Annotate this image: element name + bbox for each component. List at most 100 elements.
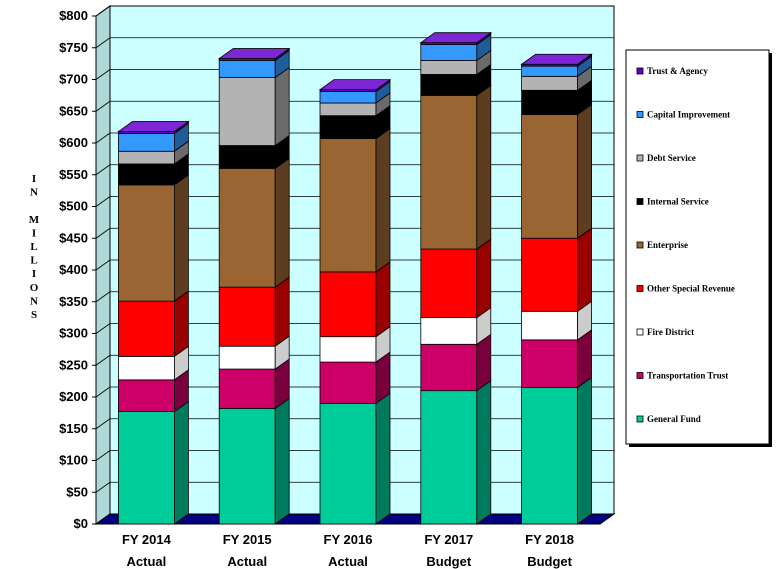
- bar-other-special-revenue-fy-2017-side: [476, 238, 492, 319]
- x-category-label: Actual: [227, 554, 267, 569]
- bar-general-fund-fy-2015: [218, 408, 276, 525]
- y-axis-label-letter: L: [30, 255, 37, 267]
- y-tick-label: $750: [59, 40, 88, 55]
- y-tick-label: $0: [74, 516, 88, 531]
- bar-general-fund-fy-2014: [118, 411, 175, 525]
- bar-general-fund-fy-2014-side: [173, 400, 189, 525]
- legend-capital-improvement-swatch: [636, 111, 644, 118]
- bar-enterprise-fy-2016-side: [375, 127, 391, 273]
- x-category-label: Budget: [426, 554, 471, 569]
- bar-other-special-revenue-fy-2018-side: [577, 227, 592, 313]
- y-axis-label-letter: L: [30, 241, 37, 253]
- bar-capital-improvement-fy-2018: [521, 65, 578, 77]
- legend-other-special-revenue-label: Other Special Revenue: [647, 284, 735, 294]
- bar-enterprise-fy-2017: [420, 94, 478, 250]
- y-tick-label: $650: [59, 103, 88, 118]
- y-tick-label: $450: [59, 230, 88, 245]
- bar-debt-service-fy-2015: [218, 77, 276, 146]
- gridline-side: [95, 354, 111, 366]
- bar-enterprise-fy-2018: [521, 114, 578, 239]
- bar-debt-service-fy-2014: [118, 150, 175, 165]
- legend-transportation-trust-label: Transportation Trust: [647, 371, 728, 381]
- bar-enterprise-fy-2016: [319, 138, 377, 273]
- bar-debt-service-fy-2016: [319, 102, 377, 117]
- bar-enterprise-fy-2014-side: [173, 174, 189, 302]
- bar-general-fund-fy-2017-side: [476, 379, 492, 525]
- y-tick-label: $200: [59, 389, 88, 404]
- gridline-side: [95, 132, 111, 144]
- bar-transportation-trust-fy-2017: [420, 343, 478, 392]
- gridline-side: [95, 481, 111, 493]
- bar-enterprise-fy-2015-side: [274, 157, 290, 288]
- legend-debt-service-swatch: [636, 154, 644, 162]
- bar-top-fy-2017: [419, 32, 493, 44]
- bar-capital-improvement-fy-2015: [218, 60, 276, 78]
- bar-internal-service-fy-2015: [218, 145, 276, 169]
- bar-internal-service-fy-2014: [118, 163, 175, 186]
- y-tick-label: $400: [59, 262, 88, 277]
- legend-transportation-trust-swatch: [636, 372, 644, 379]
- gridline-side: [95, 418, 111, 430]
- bar-fire-district-fy-2018: [521, 310, 578, 341]
- y-axis-label-letter: I: [32, 173, 36, 185]
- gridline-side: [95, 386, 111, 398]
- bar-other-special-revenue-fy-2018: [521, 237, 578, 312]
- x-category-label: FY 2014: [122, 532, 172, 547]
- bar-enterprise-fy-2014: [118, 184, 175, 302]
- bar-top-fy-2018: [520, 53, 593, 65]
- y-tick-label: $700: [59, 72, 88, 87]
- x-category-label: FY 2016: [324, 532, 373, 547]
- bar-other-special-revenue-fy-2016-side: [375, 261, 391, 338]
- bar-general-fund-fy-2016-side: [375, 392, 391, 525]
- legend-internal-service-label: Internal Service: [647, 197, 709, 207]
- gridline-side: [95, 164, 111, 176]
- bar-general-fund-fy-2018: [521, 387, 578, 525]
- y-axis-label-letter: N: [30, 187, 38, 199]
- bar-transportation-trust-fy-2018: [521, 339, 578, 388]
- legend-enterprise-label: Enterprise: [647, 240, 688, 250]
- gridline-side: [95, 37, 111, 49]
- y-tick-label: $250: [59, 357, 88, 372]
- bar-top-fy-2015: [217, 48, 291, 59]
- y-tick-label: $800: [59, 8, 88, 23]
- bar-enterprise-fy-2017-side: [476, 84, 492, 250]
- legend-fire-district-swatch: [636, 328, 644, 336]
- legend-general-fund-label: General Fund: [647, 414, 701, 424]
- gridline-side: [95, 5, 111, 17]
- bar-other-special-revenue-fy-2014-side: [173, 290, 189, 358]
- bar-transportation-trust-fy-2015: [218, 368, 276, 409]
- gridline-side: [95, 291, 111, 303]
- legend-fire-district-label: Fire District: [647, 327, 694, 337]
- bar-enterprise-fy-2018-side: [577, 103, 592, 240]
- bar-general-fund-fy-2018-side: [577, 376, 592, 525]
- bar-fire-district-fy-2017: [420, 317, 478, 345]
- x-category-label: Actual: [328, 554, 368, 569]
- bar-top-fy-2014: [117, 121, 190, 132]
- gridline-side: [95, 196, 111, 207]
- y-axis-label-letter: S: [31, 309, 37, 321]
- bar-debt-service-fy-2015-side: [274, 66, 290, 147]
- legend-other-special-revenue-swatch: [636, 285, 644, 292]
- bar-capital-improvement-fy-2016: [319, 91, 377, 104]
- gridline-side: [95, 100, 111, 112]
- legend-enterprise-swatch: [636, 241, 644, 249]
- y-axis-label-letter: I: [32, 227, 36, 239]
- y-tick-label: $350: [59, 294, 88, 309]
- bar-other-special-revenue-fy-2017: [420, 248, 478, 319]
- x-category-label: FY 2015: [223, 532, 272, 547]
- bar-fire-district-fy-2014: [118, 355, 175, 381]
- bar-capital-improvement-fy-2017: [420, 44, 478, 61]
- bar-capital-improvement-fy-2014: [118, 133, 175, 152]
- bar-internal-service-fy-2017: [420, 74, 478, 96]
- bar-transportation-trust-fy-2014: [118, 379, 175, 413]
- y-axis-label-letter: M: [29, 214, 40, 226]
- y-tick-label: $300: [59, 326, 88, 341]
- bar-debt-service-fy-2017: [420, 60, 478, 75]
- bar-debt-service-fy-2018: [521, 75, 578, 91]
- bar-top-fy-2016: [318, 79, 392, 91]
- legend-capital-improvement-label: Capital Improvement: [647, 110, 730, 120]
- x-category-label: FY 2018: [525, 532, 574, 547]
- y-tick-label: $100: [59, 453, 88, 468]
- bar-general-fund-fy-2016: [319, 402, 377, 525]
- y-axis-label-letter: N: [30, 295, 38, 307]
